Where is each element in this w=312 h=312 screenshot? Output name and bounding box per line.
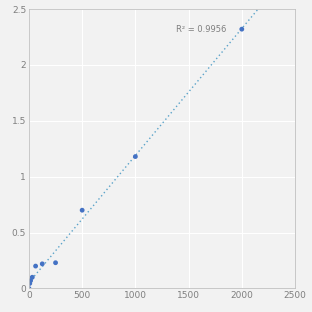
Point bbox=[133, 154, 138, 159]
Point bbox=[40, 261, 45, 266]
Text: R² = 0.9956: R² = 0.9956 bbox=[176, 25, 226, 34]
Point bbox=[30, 275, 35, 280]
Point bbox=[80, 208, 85, 213]
Point bbox=[27, 281, 32, 286]
Point bbox=[33, 264, 38, 269]
Point bbox=[239, 27, 244, 32]
Point bbox=[28, 278, 33, 283]
Point bbox=[53, 260, 58, 265]
Point bbox=[27, 286, 32, 291]
